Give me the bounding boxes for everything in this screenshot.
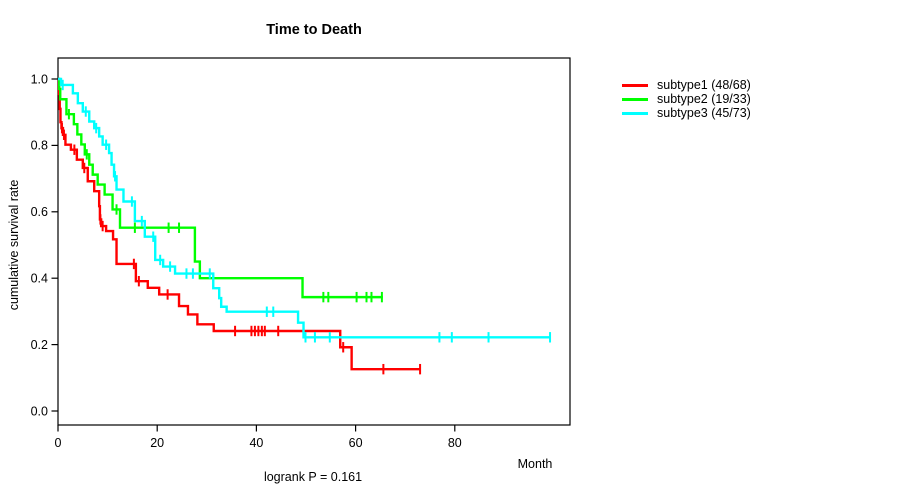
legend: subtype1 (48/68) subtype2 (19/33) subtype3… <box>622 78 751 120</box>
legend-line-swatch <box>622 97 648 101</box>
survival-curve-3 <box>58 77 551 339</box>
plot-box <box>57 57 571 426</box>
x-axis-tick-label: 40 <box>249 436 263 450</box>
legend-line-swatch <box>622 83 648 87</box>
y-axis-tick-label: 0.6 <box>31 205 48 219</box>
x-axis-tick-label: 20 <box>150 436 164 450</box>
legend-item-1: subtype1 (48/68) <box>622 78 751 92</box>
legend-label: subtype1 (48/68) <box>657 78 751 92</box>
x-axis-tick-label: 60 <box>349 436 363 450</box>
y-axis-tick-label: 0.4 <box>31 272 48 286</box>
logrank-pvalue-annotation: logrank P = 0.161 <box>263 470 363 484</box>
y-axis-tick-label: 0.2 <box>31 338 48 352</box>
x-axis-tick-label: 0 <box>55 436 62 450</box>
survival-curve-2 <box>58 77 383 299</box>
survival-curve-1 <box>57 77 421 371</box>
legend-label: subtype3 (45/73) <box>657 106 751 120</box>
chart-title: Time to Death <box>266 22 362 38</box>
legend-item-3: subtype3 (45/73) <box>622 106 751 120</box>
y-axis-tick-label: 0.0 <box>31 404 48 418</box>
legend-item-2: subtype2 (19/33) <box>622 92 751 106</box>
x-axis-title: Month <box>517 457 553 471</box>
y-axis-tick-label: 1.0 <box>31 72 48 86</box>
legend-label: subtype2 (19/33) <box>657 92 751 106</box>
legend-line-swatch <box>622 111 648 115</box>
y-axis-tick-label: 0.8 <box>31 139 48 153</box>
x-axis-tick-label: 80 <box>448 436 462 450</box>
